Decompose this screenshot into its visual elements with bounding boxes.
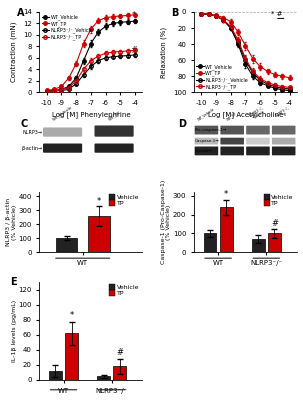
Text: #: # [130,46,137,55]
Legend: WT_Vehicle, WT_TP, NLRP3⁻/⁻_Vehicle, NLRP3⁻/⁻_TP: WT_Vehicle, WT_TP, NLRP3⁻/⁻_Vehicle, NLR… [42,14,93,40]
FancyBboxPatch shape [272,138,295,144]
FancyBboxPatch shape [220,146,244,155]
Bar [88,216,110,252]
Bar [252,239,265,252]
Y-axis label: NLRP3 / β-actin
(% Vehicle): NLRP3 / β-actin (% Vehicle) [6,198,17,246]
Legend: Vehicle, TP: Vehicle, TP [110,285,139,296]
Text: *: * [132,11,136,20]
Text: WT_TP: WT_TP [226,111,238,121]
Text: WT_TP: WT_TP [107,110,121,121]
Bar [97,376,110,380]
Text: B: B [171,8,179,18]
Text: β-actin→: β-actin→ [21,146,42,151]
FancyBboxPatch shape [43,144,82,153]
FancyBboxPatch shape [220,138,244,144]
Text: Pro-caspase-1→: Pro-caspase-1→ [195,128,227,132]
Text: NLRP3→: NLRP3→ [22,130,42,134]
Text: A: A [17,8,24,18]
FancyBboxPatch shape [220,126,244,134]
Text: *: * [97,197,101,206]
Y-axis label: Contraction (mN): Contraction (mN) [11,22,17,82]
Text: C: C [21,119,28,129]
Legend: Vehicle, TP: Vehicle, TP [110,195,139,206]
Y-axis label: Caspase-1 (Pro-Caspase-1)
(% Vehicle): Caspase-1 (Pro-Caspase-1) (% Vehicle) [161,180,171,264]
Bar [65,333,78,380]
Bar [220,207,233,252]
Text: #: # [116,348,123,357]
Legend: Vehicle, TP: Vehicle, TP [265,195,294,206]
X-axis label: Log [M] Acetylcholine: Log [M] Acetylcholine [208,112,283,118]
FancyBboxPatch shape [272,126,295,134]
FancyBboxPatch shape [246,138,270,144]
Text: E: E [11,277,17,287]
FancyBboxPatch shape [246,146,270,155]
FancyBboxPatch shape [195,138,218,144]
Text: *: * [224,190,228,199]
FancyBboxPatch shape [43,128,82,137]
FancyBboxPatch shape [195,146,218,155]
Bar [49,371,62,380]
Bar [268,233,281,252]
Text: Caspase-1→: Caspase-1→ [195,139,219,143]
Bar [204,233,216,252]
Text: NLRP3⁻/_
Vehicle: NLRP3⁻/_ Vehicle [249,105,267,121]
X-axis label: Log [M] Phenylephrine: Log [M] Phenylephrine [52,112,130,118]
Text: WT_Vehicle: WT_Vehicle [52,104,73,121]
Text: * #: * # [271,11,282,17]
Text: β-actin→: β-actin→ [195,149,212,153]
FancyBboxPatch shape [272,146,295,155]
Text: *: * [69,311,74,320]
Bar [113,366,126,380]
Text: NLRP3⁻/_
TP: NLRP3⁻/_ TP [275,105,293,121]
FancyBboxPatch shape [95,126,134,137]
Y-axis label: IL-1β levels (pg/mL): IL-1β levels (pg/mL) [12,300,17,362]
Text: WT_Vehicle: WT_Vehicle [197,106,216,121]
FancyBboxPatch shape [195,126,218,134]
Y-axis label: Relaxation (%): Relaxation (%) [161,26,167,78]
Text: D: D [178,119,186,129]
FancyBboxPatch shape [246,126,270,134]
Bar [56,238,77,252]
Text: #: # [271,219,278,228]
Legend: WT_Vehicle, WT_TP, NLRP3⁻/⁻_Vehicle, NLRP3⁻/⁻_TP: WT_Vehicle, WT_TP, NLRP3⁻/⁻_Vehicle, NLR… [196,64,248,90]
FancyBboxPatch shape [95,144,134,153]
